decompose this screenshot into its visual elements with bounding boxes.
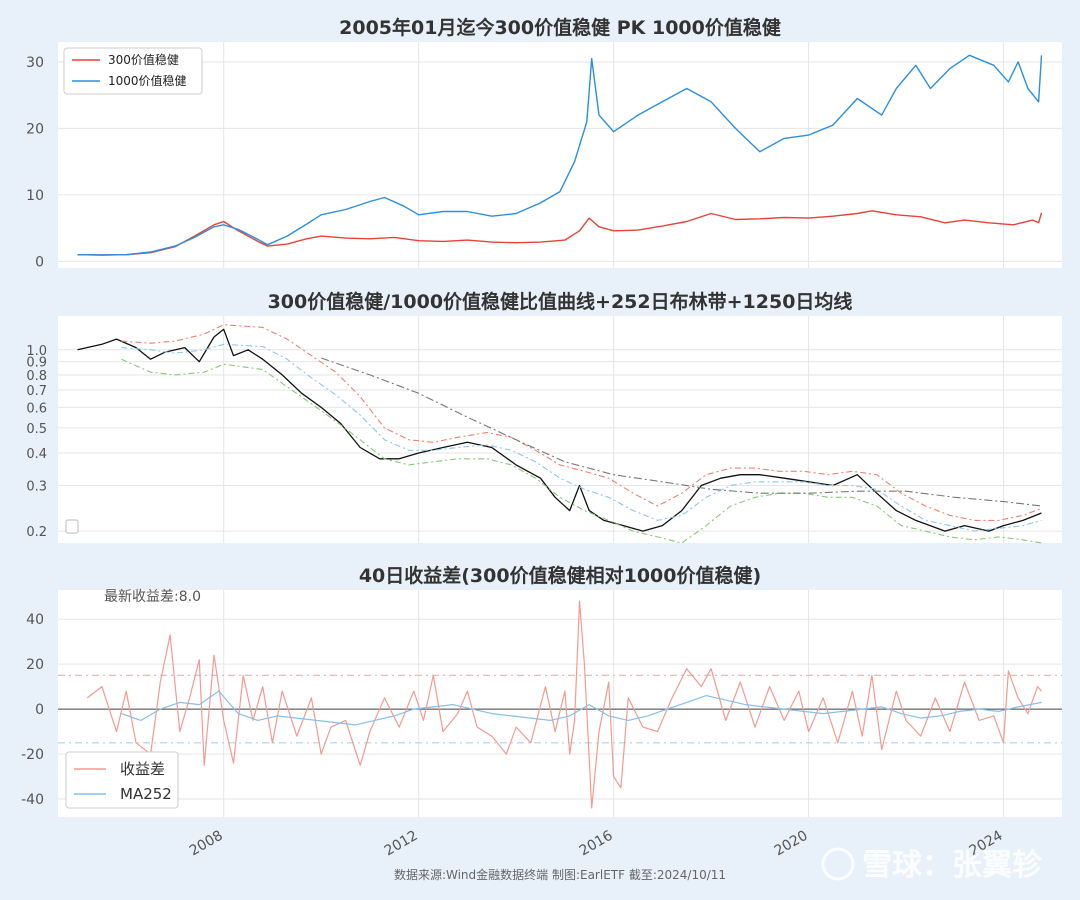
y-tick-label: 20 (26, 657, 44, 673)
panel3-plot-area (58, 590, 1062, 817)
x-tick-label: 2020 (772, 828, 811, 860)
legend-label-ma252: MA252 (120, 785, 172, 803)
latest-spread-annotation: 最新收益差:8.0 (104, 589, 201, 605)
panel2-empty-legend (65, 519, 79, 534)
panel1-series (77, 54, 1043, 256)
y-tick-label: 0.8 (26, 369, 47, 384)
y-tick-label: 10 (26, 188, 44, 204)
panel2-series (77, 324, 1042, 544)
watermark-logo-icon (821, 847, 855, 881)
panel3-series (86, 600, 1042, 809)
panel3-y-axis: -40 -20 0 20 40 (21, 612, 44, 808)
series-line-ratio (77, 328, 1042, 532)
watermark: 雪球：张翼轸 (821, 847, 1043, 883)
y-tick-label: 0 (35, 254, 44, 270)
panel1-legend: 300价值稳健 1000价值稳健 (63, 47, 203, 95)
legend-label-1000: 1000价值稳健 (108, 73, 187, 88)
y-tick-label: 0.9 (26, 356, 47, 371)
y-tick-label: 30 (26, 55, 44, 71)
panel2-grid (58, 316, 1062, 543)
series-line-upper-band (121, 324, 1042, 521)
series-line-1000价值稳健 (77, 54, 1043, 256)
panel1-plot-area (58, 42, 1062, 268)
panel1-title: 2005年01月迄今300价值稳健 PK 1000价值稳健 (339, 16, 781, 39)
legend-label-spread: 收益差 (120, 760, 165, 778)
y-tick-label: -20 (21, 747, 44, 763)
y-tick-label: 0.4 (26, 447, 47, 462)
series-line-middle-band (121, 343, 1042, 532)
legend-label-300: 300价值稳健 (108, 52, 179, 67)
y-tick-label: 0.2 (26, 525, 47, 540)
panel2-plot-area (58, 316, 1062, 543)
series-line-收益差 (86, 600, 1042, 809)
watermark-text: 雪球：张翼轸 (862, 848, 1043, 883)
panel2-title: 300价值稳健/1000价值稳健比值曲线+252日布林带+1250日均线 (268, 290, 853, 313)
x-tick-label: 2016 (577, 828, 616, 860)
y-tick-label: 0.6 (26, 401, 47, 416)
y-tick-label: 20 (26, 121, 44, 137)
panel2-y-axis: 0.2 0.3 0.4 0.5 0.6 0.70.80.91.0 (26, 344, 47, 540)
y-tick-label: 0.3 (26, 479, 47, 494)
series-line-ma1250 (321, 357, 1042, 507)
x-tick-label: 2008 (187, 828, 226, 860)
panel1-grid (58, 42, 1062, 268)
series-line-MA252 (121, 690, 1042, 726)
y-tick-label: 40 (26, 612, 44, 628)
y-tick-label: 0.5 (26, 422, 47, 437)
footer-source: 数据来源:Wind金融数据终端 制图:EarlETF 截至:2024/10/11 (394, 867, 726, 882)
x-tick-label: 2012 (382, 828, 421, 860)
y-tick-label: 0 (35, 702, 44, 718)
panel3-legend: 收益差 MA252 (65, 751, 179, 809)
y-tick-label: -40 (21, 792, 44, 808)
y-tick-label: 0.7 (26, 384, 47, 399)
panel3-title: 40日收益差(300价值稳健相对1000价值稳健) (359, 564, 761, 587)
y-tick-label: 1.0 (26, 344, 47, 359)
panel1-y-axis: 0 10 20 30 (26, 55, 44, 270)
